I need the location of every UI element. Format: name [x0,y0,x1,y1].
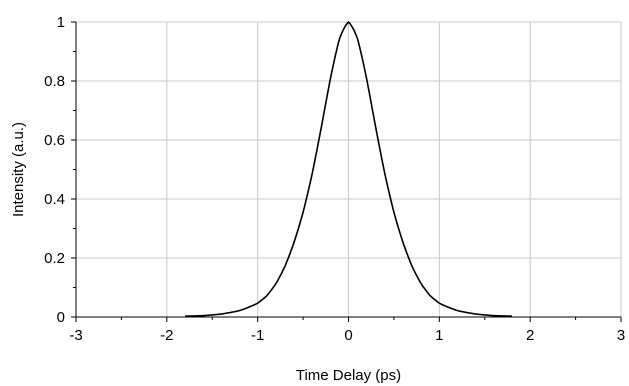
x-tick-label: 1 [435,327,443,344]
y-tick-label: 0 [57,309,65,326]
y-tick-label: 0.6 [44,132,65,149]
x-tick-label: 3 [617,327,625,344]
x-tick-label: -2 [160,327,173,344]
x-tick-label: 2 [526,327,534,344]
y-axis-title: Intensity (a.u.) [10,122,27,217]
y-tick-label: 0.2 [44,250,65,267]
gridlines [76,21,622,317]
tick-labels: -3 -2 -1 0 1 2 3 0 0.2 0.4 0.6 0.8 1 [44,14,625,344]
x-tick-label: -1 [251,327,264,344]
y-tick-label: 0.4 [44,191,65,208]
tick-marks [71,21,622,322]
series-line-intensity [184,20,513,317]
series [184,20,513,317]
y-tick-label: 0.8 [44,73,65,90]
x-axis-title: Time Delay (ps) [296,367,401,384]
y-tick-label: 1 [57,14,65,31]
x-tick-label: 0 [344,327,352,344]
x-tick-label: -3 [69,327,82,344]
